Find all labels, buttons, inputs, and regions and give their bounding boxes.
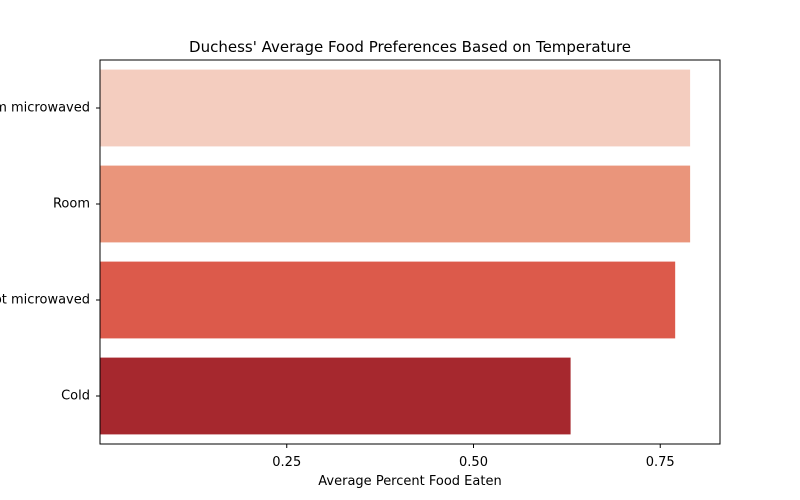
bar (100, 69, 691, 147)
y-tick-label: Cold (61, 389, 90, 404)
bar (100, 357, 571, 435)
y-tick-label: Room (53, 197, 90, 212)
y-tick-label: Warm microwaved (0, 101, 90, 116)
y-tick-label: Hot microwaved (0, 293, 90, 308)
x-axis-label: Average Percent Food Eaten (318, 474, 501, 489)
chart-title: Duchess' Average Food Preferences Based … (189, 38, 631, 56)
x-tick-label: 0.50 (459, 455, 488, 470)
bar (100, 261, 676, 339)
bar (100, 165, 691, 243)
x-tick-label: 0.25 (272, 455, 301, 470)
bars-layer (100, 69, 691, 435)
x-tick-label: 0.75 (646, 455, 675, 470)
y-axis: Warm microwaved Room Hot microwaved Cold (0, 101, 100, 404)
x-axis: 0.25 0.50 0.75 (272, 444, 675, 470)
plot-frame (99, 59, 721, 445)
